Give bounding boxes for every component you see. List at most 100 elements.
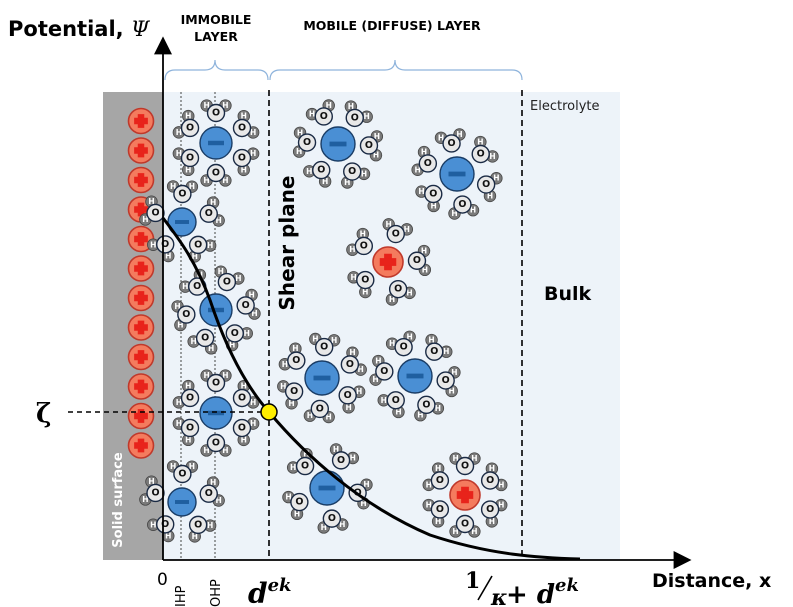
hydrogen-glyph: H <box>489 152 495 161</box>
water-molecule: HHO <box>200 433 232 457</box>
oxygen-glyph: O <box>182 309 190 320</box>
oxygen-atom <box>418 154 438 173</box>
minus-sign <box>208 410 224 416</box>
plus-sign <box>134 294 148 302</box>
oxygen-atom <box>217 272 237 292</box>
oxygen-glyph: O <box>186 392 194 403</box>
oxygen-atom <box>471 144 490 164</box>
hydrogen-glyph: H <box>177 320 183 329</box>
hydrogen-glyph: H <box>449 386 455 395</box>
oxygen-atom <box>314 107 333 126</box>
water-molecule: HHO <box>305 99 335 126</box>
oxygen-atom <box>177 305 196 324</box>
hydrogen-glyph: H <box>345 403 351 412</box>
hydrogen-glyph: H <box>360 499 366 508</box>
hydrogen-glyph: H <box>235 274 241 283</box>
oxygen-glyph: O <box>212 378 220 389</box>
oxygen-atom <box>156 515 175 534</box>
hydrogen-glyph: H <box>248 291 254 300</box>
plus-sign <box>134 442 148 449</box>
oxygen-glyph: O <box>303 137 311 148</box>
water-molecule: HHO <box>172 379 200 409</box>
anion <box>199 396 233 430</box>
hydrogen-glyph: H <box>203 101 209 110</box>
water-molecule: HHO <box>385 330 416 357</box>
oxygen-atom <box>195 328 215 348</box>
hydrogen-glyph: H <box>288 399 294 408</box>
hydrogen-glyph: H <box>426 501 432 510</box>
hydrogen-glyph: H <box>322 177 328 186</box>
oxygen-atom <box>394 337 413 357</box>
oxygen-atom <box>180 388 200 408</box>
hydrogen-glyph: H <box>438 133 444 142</box>
hydrogen-glyph: H <box>216 496 222 505</box>
oxygen-glyph: O <box>186 122 194 133</box>
hydrogen-glyph: H <box>331 336 337 345</box>
hydrogen-glyph: H <box>303 450 309 459</box>
anion <box>320 126 356 162</box>
hydrogen-glyph: H <box>426 480 432 489</box>
hydrogen-glyph: H <box>250 149 256 158</box>
oxygen-atom <box>232 388 252 408</box>
oxygen-glyph: O <box>442 375 450 386</box>
hydrogen-glyph: H <box>417 411 423 420</box>
cation <box>127 373 155 400</box>
hydrogen-glyph: H <box>170 182 176 191</box>
oxygen-glyph: O <box>320 342 328 353</box>
cation <box>127 255 155 282</box>
hydrogen-glyph: H <box>422 265 428 274</box>
hydrogen-glyph: H <box>189 462 195 471</box>
oxygen-atom <box>236 296 255 315</box>
cation <box>127 137 155 164</box>
oxygen-atom <box>173 464 192 484</box>
hydrogen-glyph: H <box>471 527 477 536</box>
oxygen-atom <box>480 471 500 490</box>
solid-surface-label: Solid surface <box>111 452 126 548</box>
oxygen-glyph: O <box>205 208 213 219</box>
cation <box>449 479 481 511</box>
plus-sign <box>134 412 148 420</box>
hydrogen-glyph: H <box>406 288 412 297</box>
oxygen-atom <box>156 235 175 254</box>
oxygen-glyph: O <box>201 332 209 343</box>
anion <box>167 207 197 237</box>
water-molecule: HHO <box>292 126 317 158</box>
ohp-label: OHP <box>209 579 224 607</box>
water-molecule: HHO <box>188 515 217 543</box>
hydrogen-glyph: H <box>471 454 477 463</box>
oxygen-glyph: O <box>223 277 231 288</box>
water-molecule: HHO <box>232 147 260 177</box>
hydrogen-glyph: H <box>389 295 395 304</box>
oxygen-glyph: O <box>337 455 345 466</box>
water-molecule: HHO <box>448 195 480 220</box>
ihp-label: IHP <box>174 585 189 607</box>
water-molecule: HHO <box>382 218 414 244</box>
hydrogen-glyph: H <box>142 215 148 224</box>
d-ek-label: dek <box>248 575 292 607</box>
oxygen-glyph: O <box>436 475 444 486</box>
potential-curve <box>161 217 581 561</box>
plus-sign <box>134 176 148 184</box>
oxygen-atom <box>388 279 408 299</box>
water-molecule: HHO <box>385 279 416 306</box>
oxygen-glyph: O <box>461 461 469 472</box>
oxygen-glyph: O <box>361 275 369 286</box>
oxygen-atom <box>180 418 200 438</box>
hydrogen-glyph: H <box>414 165 420 174</box>
hydrogen-glyph: H <box>361 169 367 178</box>
hydrogen-glyph: H <box>389 339 395 348</box>
